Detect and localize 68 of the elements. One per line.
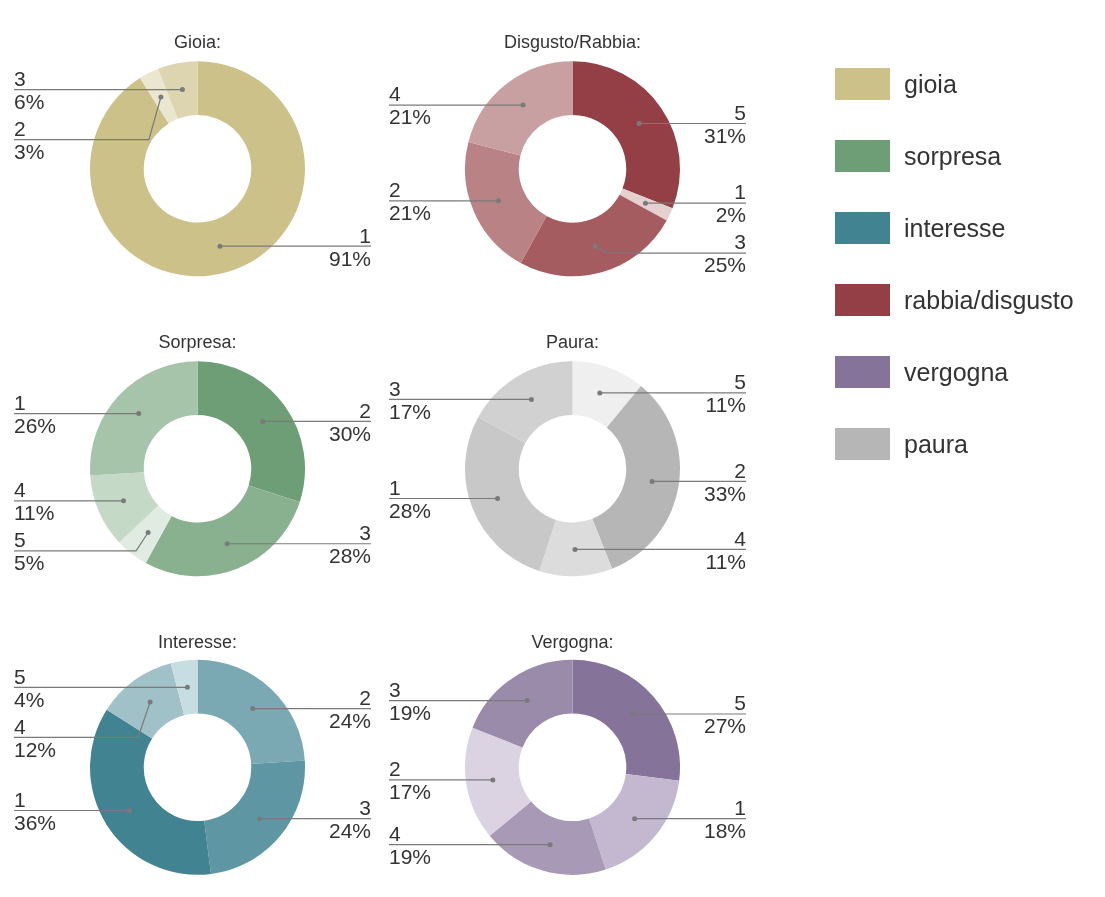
slice-label: 3 xyxy=(14,66,26,90)
slice-label: 4 xyxy=(734,526,747,550)
slice-label: 2 xyxy=(359,685,371,709)
slice-label: 5 xyxy=(14,528,26,552)
slice-label: 1 xyxy=(389,475,401,499)
slice-label: 4 xyxy=(14,478,26,502)
legend-label: gioia xyxy=(904,69,957,99)
data-label: 19% xyxy=(389,845,432,869)
data-label: 91% xyxy=(328,246,371,270)
slice-label: 2 xyxy=(734,458,746,482)
slice-label: 3 xyxy=(734,230,746,254)
data-label: 11% xyxy=(705,393,746,417)
slice-label: 5 xyxy=(14,664,26,688)
slice-label: 3 xyxy=(359,795,371,819)
slice-label: 1 xyxy=(359,223,371,247)
data-label: 30% xyxy=(328,421,371,445)
data-label: 26% xyxy=(14,413,57,437)
legend-label: sorpresa xyxy=(904,141,1002,171)
slice-label: 2 xyxy=(389,178,401,202)
chart-title: Disgusto/Rabbia: xyxy=(503,31,642,52)
data-label: 28% xyxy=(328,544,371,568)
slice-label: 2 xyxy=(389,757,401,781)
data-label: 6% xyxy=(14,89,45,113)
data-label: 24% xyxy=(328,708,371,732)
slice-label: 3 xyxy=(389,376,401,400)
slice-label: 4 xyxy=(14,714,26,738)
chart-title: Paura: xyxy=(545,331,600,352)
chart-title: Sorpresa: xyxy=(158,331,237,352)
data-label: 24% xyxy=(328,818,371,842)
data-label: 31% xyxy=(703,123,746,147)
slice-label: 1 xyxy=(14,390,26,414)
legend-label: paura xyxy=(904,429,968,459)
slice-label: 3 xyxy=(389,677,401,701)
slice-label: 5 xyxy=(734,370,746,394)
legend-label: vergogna xyxy=(904,357,1009,387)
data-label: 17% xyxy=(389,399,432,423)
slice-label: 1 xyxy=(734,795,746,819)
data-label: 3% xyxy=(14,139,45,163)
chart-title: Gioia: xyxy=(173,31,222,52)
data-label: 21% xyxy=(389,201,432,225)
data-label: 2% xyxy=(715,203,746,227)
data-label: 17% xyxy=(389,780,432,804)
slice-label: 1 xyxy=(14,787,26,811)
data-label: 25% xyxy=(703,253,746,277)
data-label: 36% xyxy=(14,810,57,834)
data-label: 27% xyxy=(703,714,746,738)
legend-label: interesse xyxy=(904,213,1006,243)
slice-label: 5 xyxy=(734,691,746,715)
data-label: 11% xyxy=(14,501,55,525)
slice-label: 2 xyxy=(14,116,26,140)
chart-title: Interesse: xyxy=(157,631,238,652)
data-label: 12% xyxy=(14,737,57,761)
legend-label: rabbia/disgusto xyxy=(904,285,1074,315)
slice-label: 2 xyxy=(359,398,371,422)
data-label: 33% xyxy=(703,481,746,505)
data-label: 4% xyxy=(14,687,45,711)
data-label: 28% xyxy=(389,498,432,522)
data-label: 19% xyxy=(389,700,432,724)
slice-label: 1 xyxy=(734,180,746,204)
data-label: 11% xyxy=(705,549,746,573)
slice-label: 4 xyxy=(389,82,401,106)
slice-label: 3 xyxy=(359,521,371,545)
data-label: 21% xyxy=(389,105,432,129)
chart-title: Vergogna: xyxy=(531,631,614,652)
slice-label: 4 xyxy=(389,822,401,846)
data-label: 5% xyxy=(14,551,45,575)
slice-label: 5 xyxy=(734,100,746,124)
data-label: 18% xyxy=(703,818,746,842)
